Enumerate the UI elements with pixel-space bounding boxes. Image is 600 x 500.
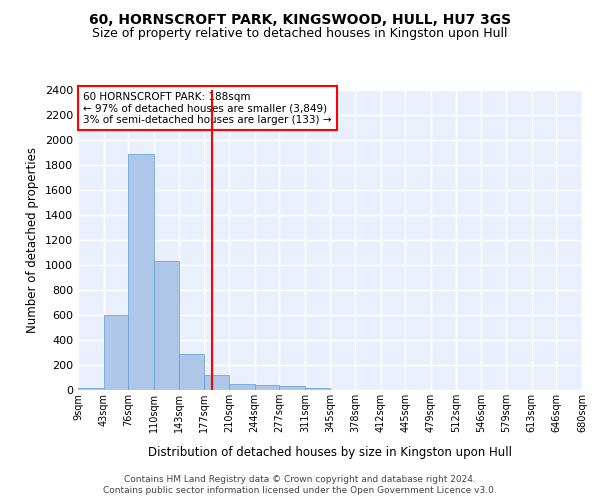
Bar (128, 154, 154, 390)
Text: Contains HM Land Registry data © Crown copyright and database right 2024.: Contains HM Land Registry data © Crown c… (124, 475, 476, 484)
Text: Contains public sector information licensed under the Open Government Licence v3: Contains public sector information licen… (103, 486, 497, 495)
Text: Size of property relative to detached houses in Kingston upon Hull: Size of property relative to detached ho… (92, 28, 508, 40)
Y-axis label: Number of detached properties: Number of detached properties (26, 147, 40, 333)
Bar (254, 385, 279, 390)
Bar (279, 386, 305, 390)
Bar (104, 315, 128, 390)
Bar (229, 384, 254, 390)
Bar (179, 354, 204, 390)
Bar (204, 375, 229, 390)
Text: 60, HORNSCROFT PARK, KINGSWOOD, HULL, HU7 3GS: 60, HORNSCROFT PARK, KINGSWOOD, HULL, HU… (89, 12, 511, 26)
Bar (154, 261, 179, 390)
Bar (305, 388, 331, 390)
Bar (78, 388, 104, 390)
Text: 60 HORNSCROFT PARK: 188sqm
← 97% of detached houses are smaller (3,849)
3% of se: 60 HORNSCROFT PARK: 188sqm ← 97% of deta… (83, 92, 332, 124)
Text: Distribution of detached houses by size in Kingston upon Hull: Distribution of detached houses by size … (148, 446, 512, 459)
